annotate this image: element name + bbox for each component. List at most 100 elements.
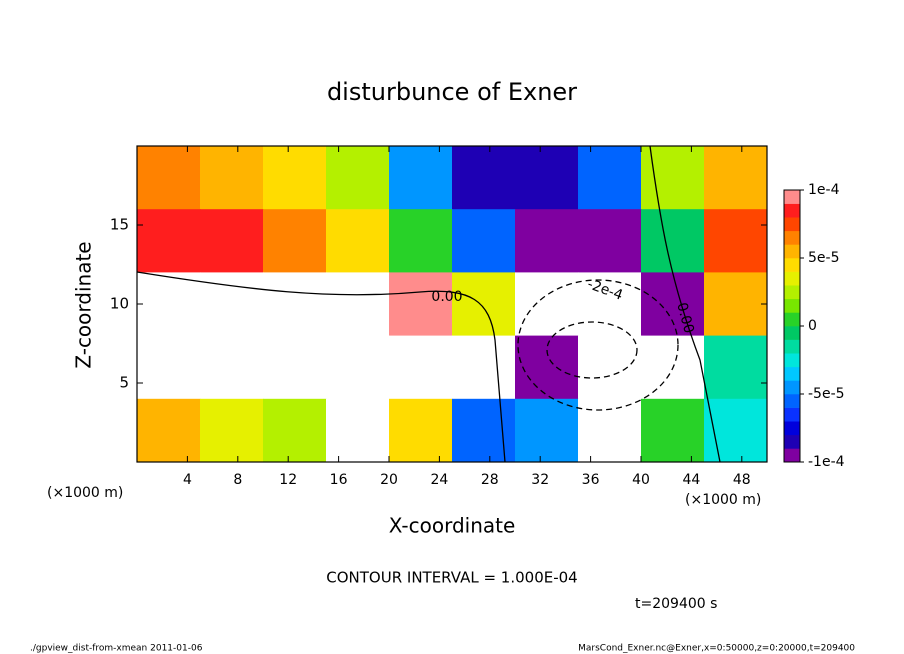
- contour-label: 0.00: [431, 289, 462, 305]
- x-unit: (×1000 m): [47, 485, 123, 501]
- colorbar-tick-label: -1e-4: [808, 454, 845, 470]
- field-cell: [389, 398, 453, 463]
- field-cell: [515, 398, 579, 463]
- field-cell: [263, 398, 327, 463]
- x-unit: (×1000 m): [685, 492, 761, 508]
- field-cell: [263, 272, 327, 337]
- field-cell: [452, 146, 516, 210]
- field-cell: [326, 335, 390, 400]
- contour-line: [649, 145, 721, 463]
- colorbar-tick-label: -5e-5: [808, 386, 845, 402]
- contour-label: 0.00: [673, 301, 697, 335]
- x-tick-label: 12: [279, 472, 297, 488]
- x-tick-label: 28: [481, 472, 499, 488]
- contour-line: [546, 321, 638, 379]
- field-cell: [515, 209, 579, 273]
- field-cell: [641, 209, 705, 273]
- x-tick-label: 4: [183, 472, 192, 488]
- colorbar-swatch: [784, 434, 800, 449]
- field-cell: [452, 335, 516, 400]
- contour-line: [517, 279, 679, 411]
- field-cell: [200, 209, 264, 273]
- colorbar-swatch: [784, 271, 800, 286]
- x-tick-label: 16: [330, 472, 348, 488]
- colorbar-swatch: [784, 407, 800, 422]
- colorbar-swatch: [784, 230, 800, 245]
- field-cell: [452, 272, 516, 337]
- field-cell: [641, 272, 705, 337]
- y-tick-label: 5: [119, 374, 129, 392]
- x-tick-label: 36: [582, 472, 600, 488]
- field-cell: [137, 209, 201, 273]
- field-cell: [326, 398, 390, 463]
- field-cell: [704, 146, 768, 210]
- field-cell: [704, 272, 768, 337]
- field-cell: [452, 209, 516, 273]
- contour-line: [136, 271, 506, 463]
- colorbar-swatch: [784, 258, 800, 272]
- colorbar-swatch: [784, 421, 800, 436]
- field-cell: [578, 146, 642, 210]
- field-cell: [263, 209, 327, 273]
- field-cell: [263, 335, 327, 400]
- footer: ./gpview_dist-from-xmean 2011-01-06: [30, 644, 203, 654]
- colorbar-tick-label: 0: [808, 318, 817, 334]
- field-cell: [137, 335, 201, 400]
- time-label: t=209400 s: [635, 596, 717, 612]
- colorbar-swatch: [784, 326, 800, 340]
- field-cell: [389, 209, 453, 273]
- field-cell: [263, 146, 327, 210]
- field-cell: [137, 146, 201, 210]
- x-tick-label: 8: [233, 472, 242, 488]
- field-cell: [326, 272, 390, 337]
- field-cell: [137, 272, 201, 337]
- colorbar-swatch: [784, 380, 800, 395]
- x-tick-label: 32: [531, 472, 549, 488]
- field-cell: [641, 398, 705, 463]
- field-cell: [704, 209, 768, 273]
- colorbar-frame: [783, 189, 801, 463]
- colorbar-swatch: [784, 217, 800, 232]
- colorbar-swatch: [784, 203, 800, 218]
- x-tick-label: 48: [733, 472, 751, 488]
- colorbar-swatch: [784, 394, 800, 408]
- field-cell: [452, 398, 516, 463]
- colorbar-swatch: [784, 298, 800, 313]
- colorbar-swatch: [784, 366, 800, 381]
- field-cell: [578, 398, 642, 463]
- field-cell: [515, 146, 579, 210]
- field-cell: [389, 272, 453, 337]
- colorbar-tick-label: 1e-4: [808, 182, 840, 198]
- x-axis-label: X-coordinate: [389, 514, 516, 538]
- x-tick-label: 40: [632, 472, 650, 488]
- field-cell: [641, 146, 705, 210]
- y-tick-label: 10: [110, 295, 129, 313]
- colorbar-swatch: [784, 244, 800, 259]
- field-cell: [137, 398, 201, 463]
- footer: MarsCond_Exner.nc@Exner,x=0:50000,z=0:20…: [578, 644, 855, 654]
- field-cell: [389, 146, 453, 210]
- field-cell: [515, 335, 579, 400]
- colorbar-swatch: [784, 353, 800, 368]
- field-cell: [578, 209, 642, 273]
- field-cell: [515, 272, 579, 337]
- field-cell: [578, 272, 642, 337]
- contour-interval: CONTOUR INTERVAL = 1.000E-04: [326, 569, 577, 587]
- field-cell: [200, 146, 264, 210]
- colorbar-swatch: [784, 339, 800, 354]
- colorbar-swatch: [784, 285, 800, 300]
- x-tick-label: 20: [380, 472, 398, 488]
- field-cell: [326, 146, 390, 210]
- x-tick-label: 24: [430, 472, 448, 488]
- field-cell: [200, 398, 264, 463]
- field-cell: [389, 335, 453, 400]
- colorbar-swatch: [784, 448, 800, 463]
- colorbar-swatch: [784, 190, 800, 204]
- field-cell: [704, 398, 768, 463]
- y-axis-label: Z-coordinate: [72, 241, 96, 368]
- field-cell: [704, 335, 768, 400]
- colorbar-tick-label: 5e-5: [808, 250, 839, 266]
- chart-title: disturbunce of Exner: [327, 78, 577, 106]
- colorbar-swatch: [784, 312, 800, 327]
